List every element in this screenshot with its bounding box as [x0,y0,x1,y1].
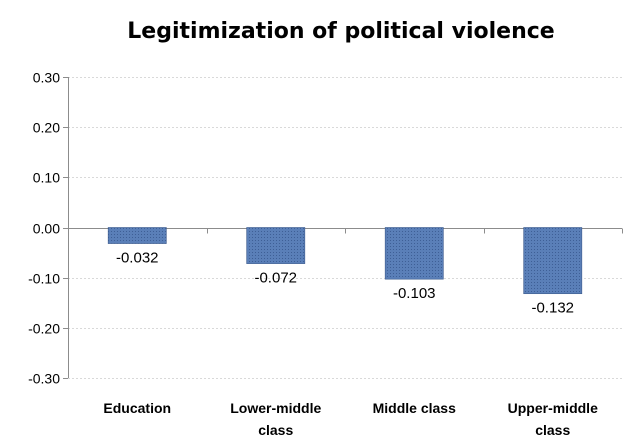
data-label: -0.132 [531,300,574,317]
x-category-label: Lower-middle class [230,400,321,438]
data-label: -0.032 [116,250,159,267]
x-category-label-line: class [535,422,570,438]
y-axis-tick-labels: 0.30 0.20 0.10 0.00 -0.10 -0.20 -0.30 [28,70,60,387]
x-category-label-line: class [258,422,293,438]
gridlines [68,77,622,379]
bar [384,227,444,280]
y-tick-label: 0.30 [33,70,60,86]
y-tick-label: -0.30 [28,371,60,387]
y-tick-label: -0.20 [28,321,60,337]
bar [246,227,306,264]
y-tick-label: 0.20 [33,120,60,136]
x-category-label: Education [103,400,171,416]
y-tick-label: -0.10 [28,271,60,287]
data-labels: -0.032 -0.072 -0.103 -0.132 [116,250,574,317]
chart-title: Legitimization of political violence [127,19,554,44]
x-category-label-line: Education [103,400,171,416]
data-label: -0.072 [254,270,297,287]
y-tick-label: 0.00 [33,221,60,237]
x-category-label: Upper-middle class [508,400,598,438]
bars [107,227,583,295]
y-tick-label: 0.10 [33,170,60,186]
x-category-label-line: Middle class [373,400,456,416]
x-category-label: Middle class [373,400,456,416]
data-label: -0.103 [393,285,436,302]
x-axis-category-labels: Education Lower-middle class Middle class Up… [103,400,598,438]
bar [523,227,583,295]
x-category-label-line: Lower-middle [230,400,321,416]
bar [107,227,167,244]
x-category-label-line: Upper-middle [508,400,598,416]
